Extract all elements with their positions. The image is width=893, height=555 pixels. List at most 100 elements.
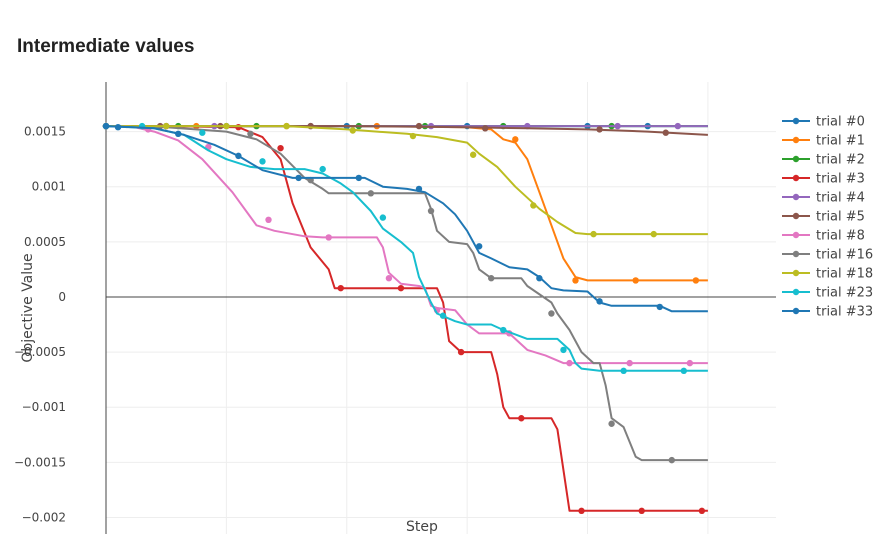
legend-label: trial #16 <box>816 248 873 263</box>
data-point <box>512 136 519 143</box>
data-point <box>530 202 537 209</box>
legend-swatch-marker <box>792 174 800 182</box>
data-point <box>518 415 525 422</box>
data-point <box>427 207 435 215</box>
data-point <box>259 158 266 165</box>
data-point <box>457 348 465 356</box>
data-point <box>235 124 242 131</box>
legend-item[interactable]: trial #1 <box>782 134 865 149</box>
series-line <box>106 125 708 512</box>
legend-label: trial #33 <box>816 305 873 320</box>
legend-item[interactable]: trial #18 <box>782 267 873 282</box>
data-point <box>337 284 344 292</box>
data-point <box>620 367 627 375</box>
legend-label: trial #18 <box>816 267 873 282</box>
y-tick-label: 0.0005 <box>24 235 66 249</box>
y-axis-title: Objective Value <box>20 253 36 362</box>
legend-item[interactable]: trial #4 <box>782 191 865 206</box>
data-point <box>247 130 254 138</box>
legend-label: trial #3 <box>816 172 865 187</box>
data-point <box>650 230 657 238</box>
y-tick-label: 0.001 <box>32 180 66 194</box>
data-point <box>283 122 290 130</box>
series-trial-23 <box>102 122 708 375</box>
data-point <box>668 456 675 464</box>
data-point <box>638 507 645 515</box>
series-trial-16 <box>102 122 708 464</box>
data-point <box>175 130 182 138</box>
series-line <box>106 125 708 236</box>
legend-swatch-marker <box>792 136 800 144</box>
data-point <box>674 122 682 130</box>
legend-label: trial #1 <box>816 134 865 149</box>
data-point <box>469 151 477 158</box>
legend-swatch-marker <box>792 193 800 201</box>
data-point <box>572 277 579 284</box>
legend-swatch-marker <box>792 155 800 163</box>
data-point <box>397 284 405 292</box>
legend-swatch-marker <box>792 307 800 315</box>
data-point <box>680 367 688 375</box>
data-point <box>385 275 393 282</box>
y-tick-label: 0.0015 <box>24 125 66 139</box>
data-point <box>409 132 417 140</box>
data-point <box>102 122 110 130</box>
chart-title: Intermediate values <box>17 36 195 57</box>
data-point <box>662 129 669 136</box>
legend-swatch-marker <box>792 250 800 258</box>
y-tick-label: −0.0005 <box>14 345 66 359</box>
legend-item[interactable]: trial #23 <box>782 286 873 301</box>
legend-label: trial #23 <box>816 286 873 301</box>
y-tick-label: −0.0015 <box>14 455 66 469</box>
series-line <box>105 125 708 462</box>
data-point <box>439 312 447 319</box>
legend-swatch-marker <box>792 269 800 277</box>
data-point <box>578 507 585 515</box>
data-point <box>295 174 302 182</box>
data-point <box>488 275 495 282</box>
legend-label: trial #4 <box>816 191 865 206</box>
legend-label: trial #2 <box>816 153 865 168</box>
data-point <box>596 126 603 133</box>
series-trial-33 <box>102 122 708 313</box>
data-point <box>590 230 597 238</box>
data-point <box>566 359 573 367</box>
series-line <box>106 125 708 282</box>
legend-item[interactable]: trial #8 <box>782 229 865 244</box>
y-tick-labels: 0.0015 0.001 0.0005 0 −0.0005 −0.001 −0.0015 −0… <box>14 125 66 525</box>
y-tick-label: −0.001 <box>22 400 66 414</box>
series-line <box>105 125 708 372</box>
series-trial-3 <box>102 122 708 515</box>
data-point <box>548 310 555 317</box>
legend-item[interactable]: trial #0 <box>782 115 865 130</box>
data-point <box>596 298 603 305</box>
legend-label: trial #0 <box>816 115 865 130</box>
legend-label: trial #5 <box>816 210 865 225</box>
data-point <box>223 122 230 130</box>
legend-item[interactable]: trial #5 <box>782 210 865 225</box>
data-point <box>656 303 663 311</box>
legend-swatch-marker <box>792 231 800 239</box>
data-point <box>265 216 272 224</box>
data-point <box>114 124 122 131</box>
data-point <box>626 359 633 367</box>
data-point <box>367 190 375 197</box>
data-point <box>536 275 543 282</box>
legend-swatch-marker <box>792 117 800 125</box>
data-point <box>379 214 387 221</box>
data-point <box>277 144 284 152</box>
data-point <box>698 507 706 515</box>
legend-label: trial #8 <box>816 229 865 244</box>
legend-item[interactable]: trial #2 <box>782 153 865 168</box>
legend-item[interactable]: trial #3 <box>782 172 865 187</box>
legend-item[interactable]: trial #16 <box>782 248 873 263</box>
data-point <box>325 234 332 241</box>
data-point <box>235 152 242 160</box>
legend-item[interactable]: trial #33 <box>782 305 873 320</box>
grid-layer <box>105 82 776 534</box>
y-tick-label: −0.002 <box>22 510 66 524</box>
data-point <box>614 122 621 130</box>
series-layer <box>102 122 708 515</box>
data-point <box>482 125 489 132</box>
data-point <box>500 326 507 334</box>
